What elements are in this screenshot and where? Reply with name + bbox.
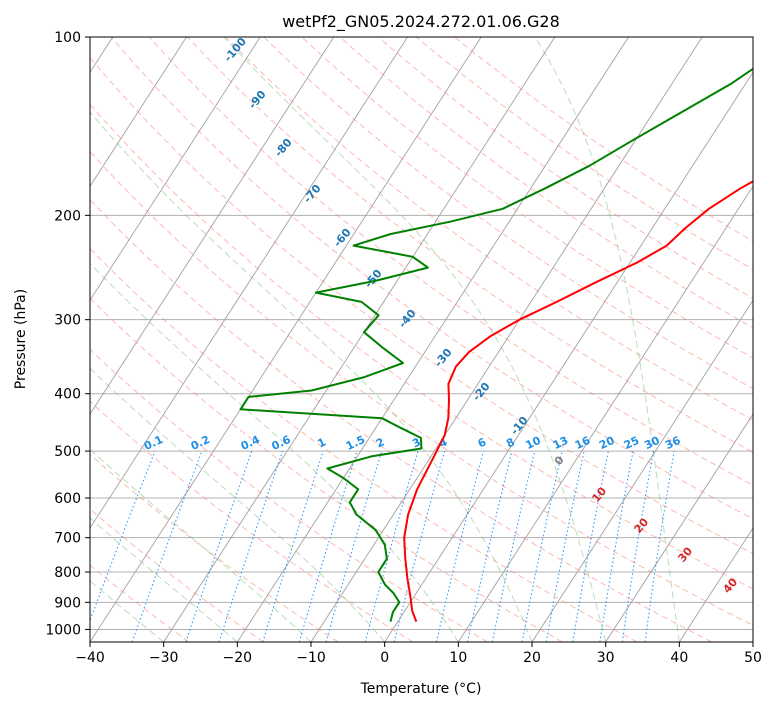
mixing-ratio-label: 10 [524,434,544,452]
moist-adiabat-line [535,37,679,642]
isotherm-line [90,37,481,642]
moist-adiabat-label: 30 [675,544,695,564]
moist-adiabat-line [31,37,532,642]
x-tick-label: 50 [744,650,762,666]
mixing-ratio-label: 30 [642,434,662,452]
mixing-ratio-label: 8 [504,435,516,450]
dry-adiabat-line [0,37,637,642]
mixing-ratio-line [299,451,357,642]
y-tick-label: 200 [54,208,81,224]
y-tick-label: 500 [54,444,81,460]
mixing-ratio-line [645,451,674,642]
mixing-ratio-label: 25 [622,434,641,452]
mixing-ratio-label: 1.5 [344,433,367,453]
y-tick-label: 600 [54,491,81,507]
mixing-ratio-line [326,451,382,642]
moist-adiabat-line [0,37,458,642]
dry-adiabat-line [264,37,775,642]
mixing-ratio-line [132,451,202,642]
moist-adiabat-label: 20 [631,515,651,535]
dry-adiabat-line [0,37,413,642]
isotherm-line [164,37,555,642]
moist-adiabat-label: 0 [552,453,567,467]
isotherm-line [753,37,775,642]
y-axis-ticks: 100 200 300 400 500 600 700 800 900 1000 [45,30,90,638]
isotherm-line [385,37,775,642]
mixing-ratio-label: 0.1 [142,433,165,453]
mixing-ratio-label: 13 [551,434,570,452]
y-tick-label: 300 [54,313,81,329]
x-tick-label: −40 [75,650,105,666]
mixing-ratio-label: 6 [476,435,489,450]
x-tick-label: 0 [380,650,389,666]
dry-adiabat-line [416,37,775,642]
x-axis-label: Temperature (°C) [360,681,482,697]
mixing-ratio-line [263,451,323,642]
mixing-ratio-label: 0.2 [189,433,212,453]
isotherm-line [0,37,334,642]
moist-adiabat-label: -60 [331,226,354,250]
moist-adiabat-label: -30 [432,346,455,370]
moist-adiabat-label: -40 [396,307,419,331]
y-axis-label: Pressure (hPa) [13,289,29,389]
dry-adiabat-line [0,37,338,642]
x-tick-label: 40 [670,650,688,666]
moist-adiabat-label: -20 [470,380,493,404]
dry-adiabat-line [378,37,775,642]
mixing-ratio-label: 20 [597,434,617,452]
isotherm-line [0,37,260,642]
mixing-ratio-line [394,451,444,642]
mixing-ratio-label: 1 [316,435,328,450]
moist-adiabat-label: 40 [720,575,740,595]
y-tick-label: 900 [54,595,81,611]
mixing-ratio-line [186,451,252,642]
mixing-ratio-label: 0.6 [270,433,293,453]
x-tick-label: 20 [523,650,541,666]
dry-adiabat-line [0,37,488,642]
dry-adiabat-line [73,37,775,642]
x-tick-label: −30 [149,650,179,666]
sounding-lines [241,37,775,622]
y-tick-label: 800 [54,565,81,581]
y-tick-label: 400 [54,387,81,403]
dry-adiabat-line [0,37,712,642]
x-tick-label: 30 [597,650,615,666]
moist-adiabat-label: -80 [272,136,295,160]
x-tick-label: −10 [296,650,326,666]
isotherm-line [16,37,407,642]
mixing-ratio-line [492,451,534,642]
mixing-ratio-line [219,451,283,642]
chart-title: wetPf2_GN05.2024.272.01.06.G28 [282,12,560,32]
mixing-ratio-label: 16 [573,434,593,452]
moist-adiabat-line [224,37,606,642]
dry-adiabat-line [455,37,775,642]
y-tick-label: 1000 [45,622,81,638]
dewpoint-line [241,37,775,622]
dry-adiabat-line [0,37,264,642]
moist-adiabat-label: -90 [246,88,269,112]
y-tick-label: 100 [54,30,81,46]
x-axis-ticks: −40 −30 −20 −10 0 10 20 30 40 50 [75,642,762,666]
moist-adiabat-label: -10 [508,414,531,438]
mixing-ratio-line [546,451,584,642]
mixing-ratio-label: 0.4 [239,433,262,453]
x-tick-label: 10 [449,650,467,666]
y-tick-label: 700 [54,531,81,547]
moist-adiabat-line [0,37,385,642]
x-tick-label: −20 [223,650,253,666]
mixing-ratio-label: 36 [663,434,683,452]
background-lines [0,37,775,642]
moist-adiabat-line [0,37,311,642]
